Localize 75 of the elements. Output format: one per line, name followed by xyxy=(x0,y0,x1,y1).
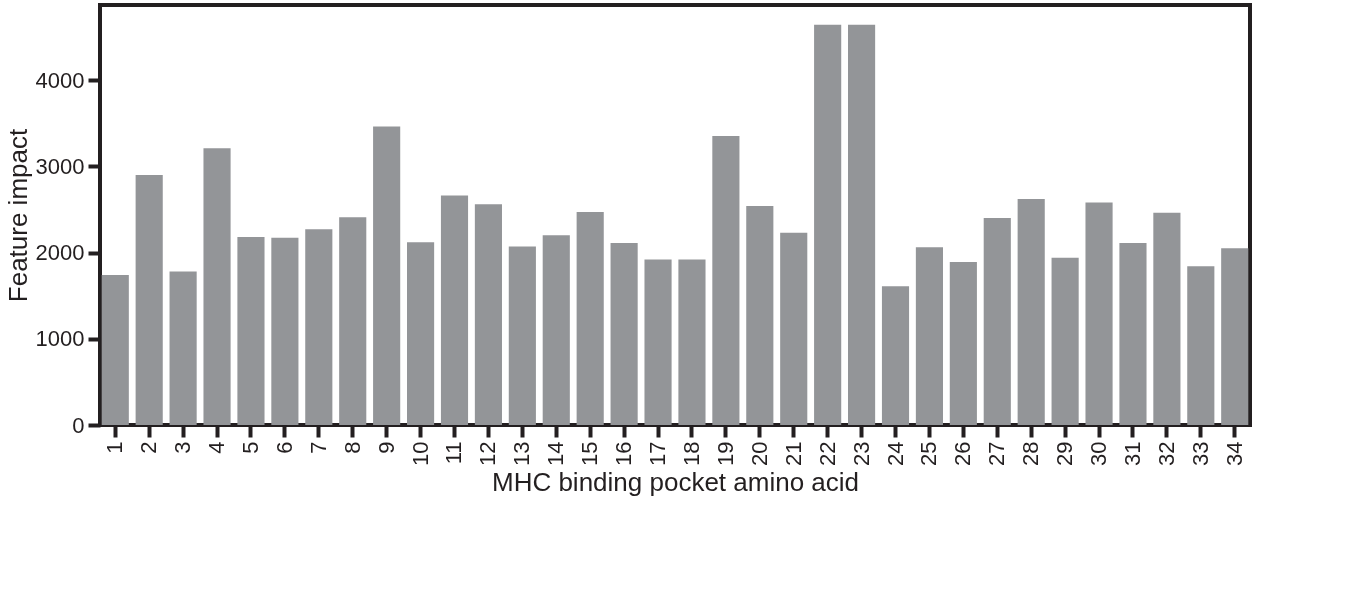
x-tick-label: 15 xyxy=(577,441,603,466)
x-tick-label: 33 xyxy=(1187,441,1213,466)
bar xyxy=(881,286,910,425)
y-tick-label: 3000 xyxy=(35,153,85,179)
bar xyxy=(983,218,1011,425)
bar xyxy=(508,246,536,425)
x-tick-label: 26 xyxy=(950,441,976,466)
x-tick-label: 30 xyxy=(1086,441,1112,466)
x-tick-label: 29 xyxy=(1052,441,1078,466)
bar xyxy=(1187,266,1215,425)
bar xyxy=(610,243,638,425)
bar xyxy=(407,242,435,425)
x-tick-label: 21 xyxy=(780,441,806,466)
bar xyxy=(576,211,604,425)
x-tick-label: 22 xyxy=(814,441,840,466)
x-tick-label: 2 xyxy=(136,441,162,454)
x-tick-label: 4 xyxy=(204,441,230,454)
bar xyxy=(1017,199,1045,425)
x-tick-label: 1 xyxy=(102,441,128,454)
x-tick-label: 17 xyxy=(645,441,671,466)
x-tick-label: 12 xyxy=(475,441,501,466)
bar xyxy=(814,24,842,425)
bar xyxy=(746,205,774,425)
x-tick-label: 34 xyxy=(1221,441,1247,466)
bar xyxy=(1221,248,1249,425)
x-tick-label: 25 xyxy=(916,441,942,466)
x-tick-label: 14 xyxy=(543,441,569,466)
y-tick-label: 2000 xyxy=(35,240,85,266)
x-tick-label: 31 xyxy=(1119,441,1145,466)
x-tick-label: 3 xyxy=(170,441,196,454)
y-axis-title: Feature impact xyxy=(2,128,33,303)
bar xyxy=(780,232,808,425)
y-tick-label: 0 xyxy=(72,412,85,438)
x-tick-label: 6 xyxy=(271,441,297,454)
bar xyxy=(678,259,706,425)
bar xyxy=(1051,257,1079,425)
bar xyxy=(949,262,977,425)
bar xyxy=(203,148,231,425)
x-tick-label: 11 xyxy=(441,441,467,465)
bar xyxy=(237,236,265,425)
x-tick-label: 23 xyxy=(848,441,874,466)
bar xyxy=(101,274,129,425)
bar xyxy=(271,237,299,425)
y-tick-label: 4000 xyxy=(35,67,85,93)
bar xyxy=(644,259,672,425)
bar xyxy=(305,229,333,425)
bar xyxy=(474,204,502,425)
x-tick-label: 19 xyxy=(712,441,738,466)
y-tick-label: 1000 xyxy=(35,326,85,352)
x-tick-label: 10 xyxy=(407,441,433,466)
x-axis-title: MHC binding pocket amino acid xyxy=(491,466,860,497)
bar xyxy=(339,217,367,425)
x-tick-label: 13 xyxy=(509,441,535,466)
x-tick-label: 32 xyxy=(1153,441,1179,466)
x-tick-label: 16 xyxy=(611,441,637,466)
x-tick-label: 5 xyxy=(237,441,263,454)
x-tick-label: 20 xyxy=(746,441,772,466)
bar xyxy=(440,195,469,425)
x-tick-label: 8 xyxy=(339,441,365,454)
x-tick-label: 24 xyxy=(882,441,908,466)
bar xyxy=(1119,243,1147,425)
x-tick-label: 27 xyxy=(984,441,1010,466)
bar xyxy=(848,24,876,425)
bar xyxy=(373,126,401,425)
bar xyxy=(135,174,163,425)
x-tick-label: 9 xyxy=(373,441,399,454)
x-tick-label: 18 xyxy=(678,441,704,466)
x-tick-label: 28 xyxy=(1018,441,1044,466)
bar xyxy=(169,271,197,425)
bar xyxy=(712,136,740,425)
x-tick-label: 7 xyxy=(305,441,331,454)
bar xyxy=(915,247,943,425)
bar xyxy=(1153,212,1181,425)
bar xyxy=(542,235,570,425)
bar xyxy=(1085,202,1113,425)
